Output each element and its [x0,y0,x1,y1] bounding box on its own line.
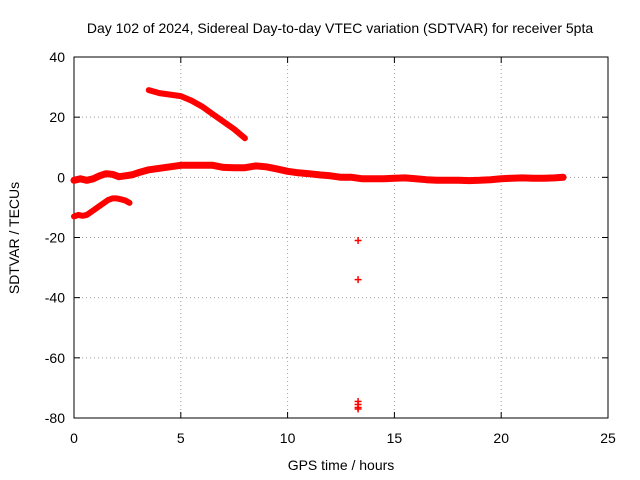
x-tick-label: 5 [177,430,185,446]
outlier-points [354,237,362,413]
data-series [70,87,567,220]
x-axis-label: GPS time / hours [288,457,395,473]
series-3 [145,87,248,142]
series-1 [70,161,567,185]
series-2 [71,195,133,220]
y-ticks: -80 -60 -40 -20 0 20 40 [45,49,608,426]
y-tick-label: 0 [57,169,65,185]
chart-title: Day 102 of 2024, Sidereal Day-to-day VTE… [87,20,594,36]
outlier-point [354,276,362,284]
x-tick-label: 10 [280,430,296,446]
x-tick-label: 15 [387,430,403,446]
y-tick-label: -60 [45,350,65,366]
x-tick-label: 20 [493,430,509,446]
y-tick-label: 20 [49,109,65,125]
outlier-point [354,237,362,245]
x-ticks: 0 5 10 15 20 25 [70,57,616,446]
y-tick-label: -80 [45,410,65,426]
y-axis-label: SDTVAR / TECUs [6,182,22,294]
y-tick-label: -20 [45,230,65,246]
y-tick-label: 40 [49,49,65,65]
x-tick-label: 0 [70,430,78,446]
x-tick-label: 25 [600,430,616,446]
outlier-point [354,405,362,413]
grid [74,57,608,418]
y-tick-label: -40 [45,290,65,306]
